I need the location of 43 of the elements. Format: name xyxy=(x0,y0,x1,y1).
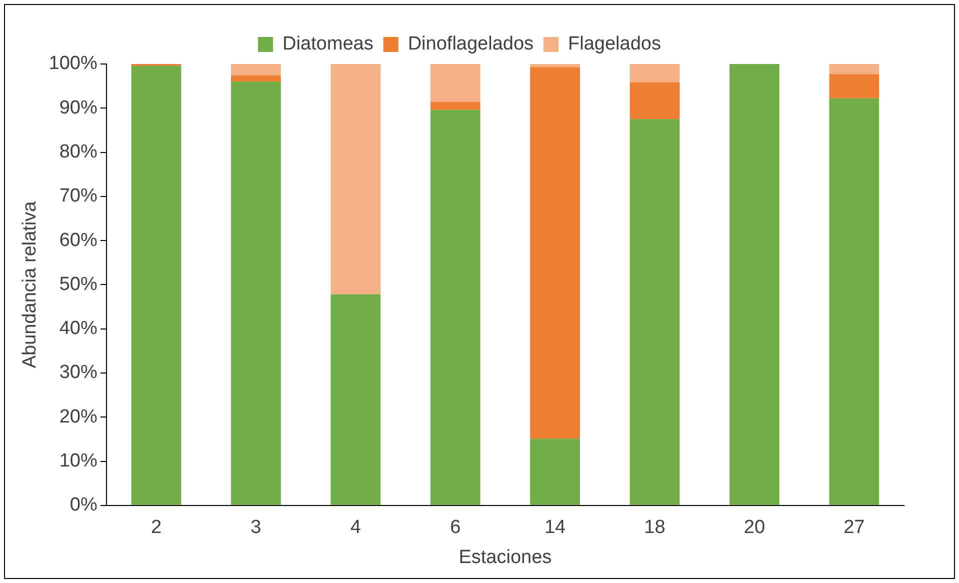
bar xyxy=(430,110,480,505)
bar xyxy=(430,102,480,110)
legend-label: Dinoflagelados xyxy=(408,34,534,55)
x-tick-label: 18 xyxy=(644,517,666,538)
legend-label: Diatomeas xyxy=(282,34,374,55)
bar xyxy=(829,64,880,74)
y-tick-label: 100% xyxy=(48,53,98,74)
legend-label: Flagelados xyxy=(568,34,661,55)
x-tick-label: 6 xyxy=(450,517,461,538)
bar xyxy=(430,64,480,102)
y-tick-label: 30% xyxy=(59,362,98,384)
bar xyxy=(131,66,182,505)
y-tick-label: 40% xyxy=(59,318,98,340)
bar xyxy=(231,64,281,76)
y-tick-label: 60% xyxy=(59,230,98,251)
y-tick-label: 20% xyxy=(59,406,98,428)
bar xyxy=(630,82,680,120)
bar xyxy=(730,64,780,505)
bar xyxy=(829,98,880,505)
bar xyxy=(530,438,580,505)
bar xyxy=(630,64,680,83)
bar xyxy=(231,82,281,505)
x-axis-title: Estaciones xyxy=(458,546,552,568)
x-tick-label: 3 xyxy=(250,517,262,538)
x-tick-label: 4 xyxy=(350,517,362,538)
y-tick-label: 80% xyxy=(59,142,98,163)
x-tick-label: 2 xyxy=(150,517,162,538)
y-axis-title: Abundancia relativa xyxy=(20,200,41,368)
y-tick-label: 70% xyxy=(59,186,98,207)
y-tick-label: 90% xyxy=(59,97,98,118)
x-tick-label: 27 xyxy=(844,517,865,538)
bar xyxy=(829,74,880,98)
bar xyxy=(330,294,381,505)
bar xyxy=(530,64,580,68)
bar xyxy=(630,119,680,505)
x-tick-label: 14 xyxy=(544,517,566,538)
y-tick-label: 10% xyxy=(59,450,98,472)
bar xyxy=(330,64,381,294)
x-tick-label: 20 xyxy=(744,517,766,538)
y-tick-label: 0% xyxy=(70,494,98,516)
y-tick-label: 50% xyxy=(59,274,98,295)
bar xyxy=(231,75,281,82)
bar xyxy=(530,67,580,439)
